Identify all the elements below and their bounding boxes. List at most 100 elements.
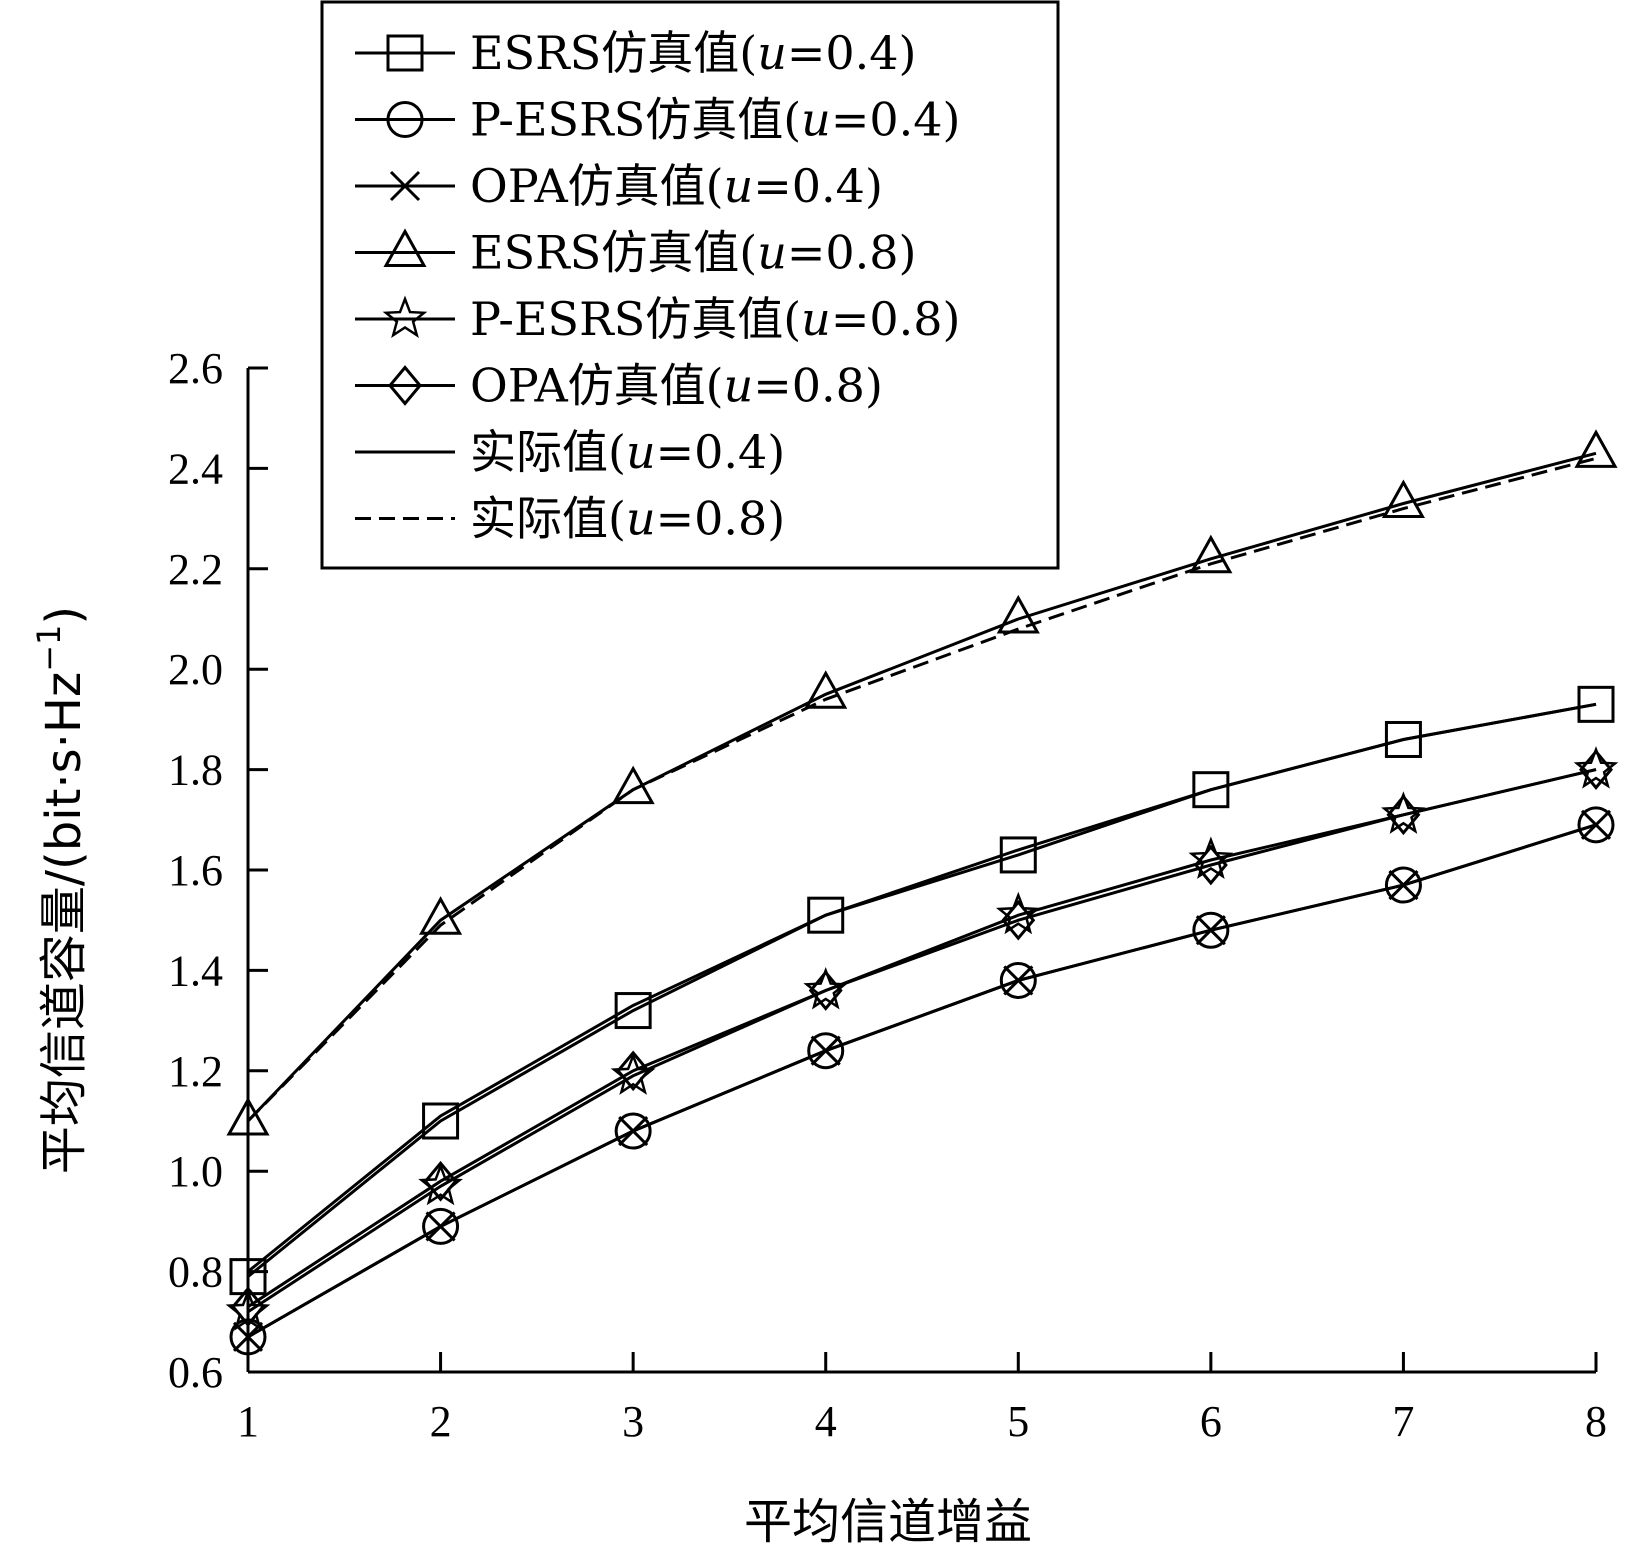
series-5 xyxy=(225,746,1619,1331)
legend-item: OPA仿真值(u=0.8) xyxy=(355,359,883,413)
marker-triangle xyxy=(804,670,848,709)
marker-x xyxy=(1388,869,1419,901)
marker-diamond xyxy=(1386,794,1421,836)
legend-label: OPA仿真值(u=0.8) xyxy=(470,359,883,413)
y-tick-label: 0.8 xyxy=(168,1248,223,1297)
series-line xyxy=(247,702,1597,1273)
marker-square xyxy=(1577,685,1615,723)
marker-diamond xyxy=(388,365,422,406)
y-axis-title-close: ) xyxy=(36,606,92,625)
marker-diamond xyxy=(616,1050,651,1092)
marker-triangle xyxy=(611,765,655,805)
y-tick-label: 2.4 xyxy=(168,444,223,493)
x-tick-label: 6 xyxy=(1200,1397,1222,1446)
series-6 xyxy=(231,749,1613,1328)
legend-item: ESRS仿真值(u=0.4) xyxy=(355,26,916,80)
legend-item: P-ESRS仿真值(u=0.4) xyxy=(355,93,960,147)
series-layer xyxy=(225,429,1619,1356)
x-tick-label: 2 xyxy=(430,1397,452,1446)
marker-x xyxy=(1195,915,1226,946)
y-tick-label: 1.6 xyxy=(168,846,223,895)
axes: 0.6 0.8 1.0 1.2 1.4 1.6 1.8 2.0 2.2 2.4 2.6 1 2 3 4 5 6 7… xyxy=(168,344,1607,1446)
marker-diamond xyxy=(1579,749,1613,790)
marker-x xyxy=(618,1115,649,1147)
legend-item: 实际值(u=0.4) xyxy=(355,425,785,479)
series-line xyxy=(247,823,1597,1339)
legend-item: P-ESRS仿真值(u=0.8) xyxy=(355,292,960,346)
legend-label: P-ESRS仿真值(u=0.8) xyxy=(470,292,960,346)
series-7 xyxy=(247,702,1597,1273)
marker-circle xyxy=(999,961,1037,999)
x-tick-label: 3 xyxy=(622,1397,644,1446)
marker-star xyxy=(1188,836,1234,879)
y-tick-label: 1.0 xyxy=(168,1147,223,1196)
marker-square xyxy=(807,896,845,934)
marker-square xyxy=(422,1102,460,1140)
marker-star xyxy=(995,891,1041,935)
marker-x xyxy=(1580,809,1612,840)
marker-triangle xyxy=(383,228,427,267)
marker-star xyxy=(382,295,428,339)
legend-item: OPA仿真值(u=0.4) xyxy=(355,159,883,213)
marker-triangle xyxy=(226,1096,270,1136)
marker-x xyxy=(389,170,421,202)
legend-item: ESRS仿真值(u=0.8) xyxy=(355,226,916,280)
marker-x xyxy=(810,1035,841,1066)
x-tick-label: 8 xyxy=(1585,1397,1607,1446)
marker-circle xyxy=(386,101,424,138)
marker-triangle xyxy=(1574,429,1618,468)
series-line xyxy=(247,768,1597,1308)
marker-circle xyxy=(807,1032,845,1070)
y-axis-title: 平均信道容量/(bit·s·Hz−1) xyxy=(30,606,92,1174)
x-axis-title: 平均信道增益 xyxy=(744,1494,1032,1548)
y-tick-label: 1.2 xyxy=(168,1047,223,1096)
marker-square xyxy=(614,992,652,1030)
y-tick-label: 0.6 xyxy=(168,1348,223,1397)
x-tick-label: 7 xyxy=(1392,1397,1414,1446)
legend-label: OPA仿真值(u=0.4) xyxy=(470,159,883,213)
marker-square xyxy=(1192,771,1230,809)
marker-circle xyxy=(422,1207,460,1245)
legend-box xyxy=(320,0,1060,570)
legend: ESRS仿真值(u=0.4) P-ESRS仿真值(u=0.4) OPA仿真值(u=0… xyxy=(320,0,1060,570)
marker-star xyxy=(1381,791,1426,834)
y-tick-label: 2.6 xyxy=(168,344,223,393)
marker-triangle xyxy=(1381,479,1425,519)
marker-diamond xyxy=(808,970,843,1011)
legend-label: 实际值(u=0.4) xyxy=(470,425,785,479)
y-axis-title-sup: −1 xyxy=(30,625,68,672)
series-8 xyxy=(246,456,1597,1123)
legend-label: ESRS仿真值(u=0.4) xyxy=(470,26,916,80)
series-2 xyxy=(229,806,1615,1356)
marker-square xyxy=(1384,720,1422,758)
y-tick-label: 2.0 xyxy=(168,645,223,694)
marker-diamond xyxy=(231,1286,265,1328)
series-line xyxy=(247,823,1597,1339)
y-tick-label: 1.8 xyxy=(168,746,223,795)
marker-square xyxy=(386,34,424,72)
series-1 xyxy=(229,685,1615,1296)
x-tick-label: 4 xyxy=(815,1397,837,1446)
y-axis-title-main: 平均信道容量/(bit·s·Hz xyxy=(36,672,92,1174)
marker-triangle xyxy=(996,594,1040,634)
marker-x xyxy=(425,1211,456,1242)
y-tick-label: 1.4 xyxy=(168,946,223,995)
x-tick-label: 1 xyxy=(237,1397,259,1446)
marker-circle xyxy=(1384,866,1422,904)
series-3 xyxy=(232,809,1612,1352)
legend-label: P-ESRS仿真值(u=0.4) xyxy=(470,93,960,147)
marker-star xyxy=(1573,746,1619,789)
y-tick-label: 2.2 xyxy=(168,545,223,594)
marker-triangle xyxy=(1189,534,1233,574)
series-4 xyxy=(226,429,1618,1136)
legend-label: ESRS仿真值(u=0.8) xyxy=(470,226,916,280)
legend-label: 实际值(u=0.8) xyxy=(470,492,785,546)
series-line xyxy=(247,768,1597,1314)
marker-circle xyxy=(1577,806,1615,844)
marker-x xyxy=(1003,965,1034,996)
marker-diamond xyxy=(1193,844,1228,886)
legend-item: 实际值(u=0.8) xyxy=(355,492,785,546)
marker-triangle xyxy=(419,896,463,935)
marker-circle xyxy=(1192,911,1230,949)
marker-diamond xyxy=(1001,899,1036,941)
